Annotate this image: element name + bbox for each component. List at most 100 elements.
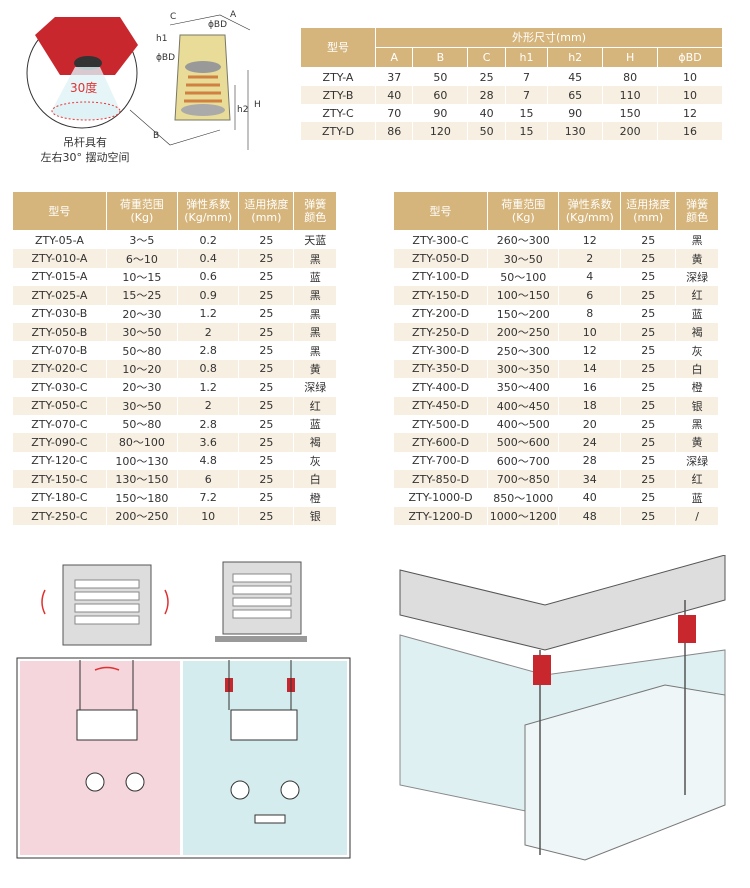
table-cell: 40 (467, 104, 506, 122)
table-row: ZTY-150-C 130～150 6 25 白 (12, 470, 336, 489)
table-row: ZTY-015-A 10～15 0.6 25 蓝 (12, 267, 336, 287)
col-header: 弹性系数 (Kg/mm) (176, 192, 239, 231)
table-cell: ZTY-070-C (12, 414, 107, 434)
table-cell: 130～150 (105, 470, 178, 489)
table-cell: 300～350 (487, 359, 559, 379)
table-cell: 28 (558, 451, 621, 471)
table-row: ZTY-050-C 30～50 2 25 红 (12, 396, 336, 415)
table-cell: 25 (620, 414, 676, 434)
table-cell: 12 (657, 104, 722, 122)
table-cell: 150～200 (487, 304, 559, 323)
table-cell: 25 (620, 249, 676, 268)
table-cell: 25 (620, 304, 676, 323)
table-cell: 100～130 (105, 451, 178, 471)
table-cell: ZTY-600-D (392, 433, 488, 452)
table-cell: 90 (412, 104, 468, 122)
table-cell: 25 (620, 470, 676, 489)
table-cell: 12 (558, 230, 621, 250)
table-cell: 灰 (293, 451, 336, 471)
table-cell: 黑 (293, 249, 336, 268)
table-cell: ZTY-D (300, 122, 376, 140)
table-row: ZTY-1000-D 850～1000 40 25 蓝 (392, 488, 718, 507)
col-header-line: 适用挠度 (244, 198, 289, 211)
table-cell: 黑 (293, 341, 336, 360)
table-cell: 10 (657, 86, 722, 104)
table-cell: ZTY-700-D (392, 451, 488, 471)
table-cell: ZTY-1000-D (392, 488, 488, 507)
col-header-line: (Kg/mm) (565, 211, 614, 224)
table-cell: 850～1000 (487, 488, 559, 507)
table-cell: 0.8 (176, 359, 239, 379)
table-cell: 40 (558, 488, 621, 507)
table-cell: 1000～1200 (487, 506, 559, 526)
table-cell: 25 (238, 230, 294, 250)
table-cell: 50～100 (487, 267, 559, 287)
table-cell: 0.6 (176, 267, 239, 287)
table-cell: 25 (238, 396, 294, 415)
col-header-line: (mm) (251, 211, 282, 224)
table-cell: ZTY-05-A (12, 230, 107, 250)
table-cell: 200～250 (105, 506, 178, 526)
col-header-dim: h2 (547, 47, 603, 68)
table-row: ZTY-C 70 90 40 15 90 150 12 (300, 104, 722, 122)
table-cell: ZTY-020-C (12, 359, 107, 379)
table-row: ZTY-300-C 260～300 12 25 黑 (392, 230, 718, 250)
col-header-line: (mm) (633, 211, 664, 224)
table-cell: 6 (558, 286, 621, 305)
col-header-dim: B (412, 47, 468, 68)
table-cell: 25 (238, 414, 294, 434)
table-cell: ZTY-180-C (12, 488, 107, 507)
col-header-line: 适用挠度 (626, 198, 671, 211)
col-header-dim: h1 (504, 47, 548, 68)
dim-label-c: C (170, 12, 177, 22)
col-header-line: 荷重范围 (119, 198, 164, 211)
col-header-dim: C (467, 47, 506, 68)
table-cell: 34 (558, 470, 621, 489)
table-row: ZTY-500-D 400～500 20 25 黑 (392, 414, 718, 434)
table-row: ZTY-350-D 300～350 14 25 白 (392, 359, 718, 379)
table-cell: ZTY-030-B (12, 304, 107, 323)
col-header: 弹性系数 (Kg/mm) (558, 192, 621, 231)
table-cell: 16 (558, 378, 621, 397)
table-cell: 70 (374, 104, 413, 122)
table-row: ZTY-A 37 50 25 7 45 80 10 (300, 67, 722, 86)
table-cell: 25 (238, 322, 294, 342)
room-comparison-illustration (16, 561, 351, 859)
table-cell: 银 (293, 506, 336, 526)
table-cell: 30～50 (487, 249, 559, 268)
table-cell: 25 (620, 488, 676, 507)
table-cell: ZTY-050-C (12, 396, 107, 415)
table-row: ZTY-200-D 150～200 8 25 蓝 (392, 304, 718, 323)
col-header-line: 颜色 (304, 211, 327, 224)
table-cell: 7 (504, 86, 548, 104)
table-cell: 黑 (675, 230, 718, 250)
table-cell: 45 (547, 67, 603, 86)
hanger-illustration: 30度 (26, 14, 251, 150)
table-cell: ZTY-450-D (392, 396, 488, 415)
table-row: ZTY-250-C 200～250 10 25 银 (12, 506, 336, 526)
col-header: 适用挠度 (mm) (620, 192, 676, 231)
table-row: ZTY-250-D 200～250 10 25 褐 (392, 322, 718, 342)
table-cell: 25 (620, 451, 676, 471)
dim-label-b: B (153, 131, 160, 141)
table-cell: 50 (412, 67, 468, 86)
table-cell: 红 (293, 396, 336, 415)
table-row: ZTY-030-B 20～30 1.2 25 黑 (12, 304, 336, 323)
table-cell: 2.8 (176, 341, 239, 360)
col-header-line: 型号 (429, 204, 452, 218)
table-cell: 700～850 (487, 470, 559, 489)
table-cell: ZTY-250-D (392, 322, 488, 342)
table-cell: 银 (675, 396, 718, 415)
table-row: ZTY-050-B 30～50 2 25 黑 (12, 322, 336, 342)
table-cell: 橙 (675, 378, 718, 397)
table-cell: 200～250 (487, 322, 559, 342)
table-cell: 黑 (293, 286, 336, 305)
table-cell: 黄 (675, 433, 718, 452)
table-cell: 100～150 (487, 286, 559, 305)
table-cell: 14 (558, 359, 621, 379)
table-cell: 8 (558, 304, 621, 323)
table-row: ZTY-180-C 150～180 7.2 25 橙 (12, 488, 336, 507)
col-header: 型号 (392, 192, 488, 231)
table-cell: 150～180 (105, 488, 178, 507)
